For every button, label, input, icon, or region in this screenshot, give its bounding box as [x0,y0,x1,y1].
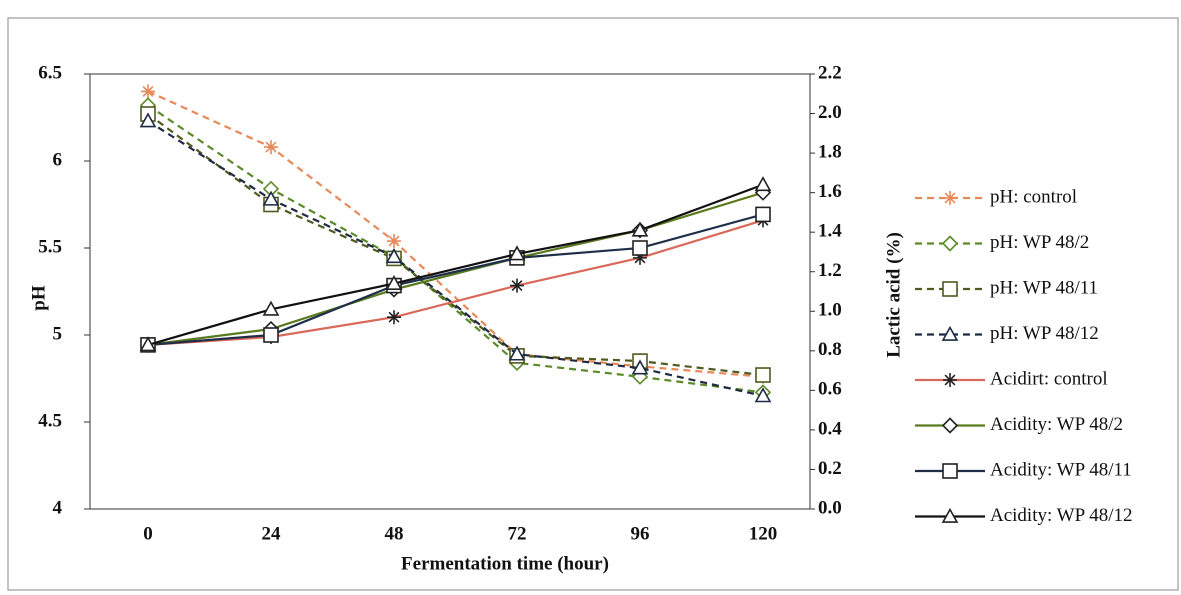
data-point [633,250,647,265]
series-line [147,219,764,346]
data-point [754,387,772,403]
x-tick-label: 24 [262,523,282,544]
y2-tick-label: 2.2 [818,62,842,83]
legend-marker [941,507,959,523]
y2-tick-label: 1.6 [818,181,842,202]
y2-tick-label: 2.0 [818,102,842,123]
legend-marker [942,463,958,479]
series-line [147,191,764,346]
series-line [147,183,764,346]
legend-label: Acidirt: control [990,368,1108,389]
data-point [631,221,649,237]
legend-marker [943,373,957,387]
y2-tick-label: 0.0 [818,497,842,518]
y2-tick-label: 0.8 [818,339,842,360]
data-point [754,176,772,192]
y-tick-label: 6.5 [38,62,62,83]
y2-tick-label: 1.8 [818,141,842,162]
legend-marker [941,235,959,252]
series-line [147,90,764,378]
y-axis-title: pH [28,285,49,311]
data-point [631,359,649,375]
y-tick-label: 5 [53,323,63,344]
data-point [141,84,155,99]
legend-marker [941,417,959,434]
x-tick-label: 96 [631,523,650,544]
data-point [755,206,771,223]
legend-marker [943,191,957,205]
series-line [147,120,764,397]
data-point [385,274,403,290]
data-point [508,245,526,261]
data-point [387,234,401,249]
series-line [147,213,764,346]
data-point [508,345,526,361]
data-point [755,367,771,383]
y2-tick-label: 1.0 [818,300,842,321]
data-point [263,327,279,343]
x-axis-title: Fermentation time (hour) [401,553,609,574]
y2-tick-label: 0.2 [818,458,842,479]
y2-tick-label: 1.2 [818,260,842,281]
y2-tick-label: 0.6 [818,379,842,400]
data-point [262,190,280,206]
y-tick-label: 5.5 [38,236,62,257]
x-tick-label: 48 [385,523,404,544]
x-tick-label: 120 [749,523,778,544]
data-point [139,336,157,352]
legend-label: pH: control [990,186,1077,207]
y2-axis-title: Lactic acid (%) [883,232,904,358]
data-point [385,248,403,264]
legend-label: Acidity: WP 48/12 [990,505,1133,526]
legend-marker [941,325,959,341]
legend-label: pH: WP 48/12 [990,323,1099,344]
legend-label: pH: WP 48/11 [990,277,1098,298]
data-point [262,300,280,316]
y2-tick-label: 1.4 [818,221,842,242]
legend-label: Acidity: WP 48/11 [990,459,1132,480]
frame [7,17,1179,591]
x-tick-label: 0 [143,523,153,544]
y-tick-label: 4.5 [38,410,62,431]
data-point [510,278,524,293]
data-point [387,310,401,325]
x-tick-label: 72 [508,523,527,544]
legend-label: Acidity: WP 48/2 [990,414,1123,435]
data-point [632,240,648,256]
series-line [147,104,764,394]
legend-marker [942,281,958,297]
data-point [264,140,278,155]
legend-label: pH: WP 48/2 [990,232,1089,253]
data-point [139,112,157,128]
y-tick-label: 6 [53,149,63,170]
series-line [147,113,764,377]
y-tick-label: 4 [53,497,63,518]
y2-tick-label: 0.4 [818,418,842,439]
